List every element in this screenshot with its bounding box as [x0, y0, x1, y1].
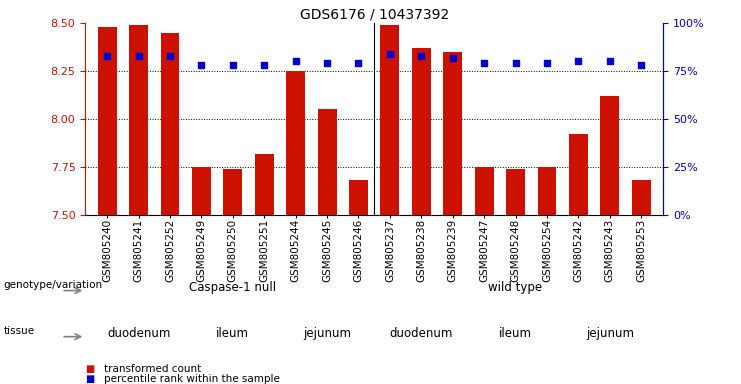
Point [196, 62, 207, 68]
Bar [318, 109, 336, 215]
Text: transformed count: transformed count [104, 364, 201, 374]
Bar [98, 27, 116, 215]
Text: genotype/variation: genotype/variation [4, 280, 103, 290]
Point [635, 62, 647, 68]
Bar [380, 25, 399, 215]
Point [102, 53, 113, 59]
Text: duodenum: duodenum [107, 327, 170, 339]
Point [510, 60, 522, 66]
Bar [412, 48, 431, 215]
Text: Caspase-1 null: Caspase-1 null [189, 281, 276, 293]
Bar [224, 169, 242, 215]
Bar [569, 134, 588, 215]
Bar [475, 167, 494, 215]
Bar [443, 52, 462, 215]
Point [321, 60, 333, 66]
Point [133, 53, 144, 59]
Point [259, 62, 270, 68]
Point [416, 53, 428, 59]
Bar [632, 180, 651, 215]
Point [384, 51, 396, 57]
Text: ileum: ileum [216, 327, 250, 339]
Text: tissue: tissue [4, 326, 35, 336]
Point [227, 62, 239, 68]
Point [290, 58, 302, 65]
Point [447, 55, 459, 61]
Bar [255, 154, 273, 215]
Bar [600, 96, 619, 215]
Bar [537, 167, 556, 215]
Bar [506, 169, 525, 215]
Point [604, 58, 616, 65]
Point [478, 60, 490, 66]
Text: duodenum: duodenum [390, 327, 453, 339]
Text: percentile rank within the sample: percentile rank within the sample [104, 374, 279, 384]
Text: ileum: ileum [499, 327, 532, 339]
Text: ■: ■ [85, 374, 94, 384]
Point [353, 60, 365, 66]
Point [573, 58, 585, 65]
Text: jejunum: jejunum [303, 327, 351, 339]
Point [541, 60, 553, 66]
Text: jejunum: jejunum [586, 327, 634, 339]
Point [164, 53, 176, 59]
Title: GDS6176 / 10437392: GDS6176 / 10437392 [299, 8, 449, 22]
Bar [161, 33, 179, 215]
Bar [129, 25, 148, 215]
Bar [286, 71, 305, 215]
Bar [192, 167, 211, 215]
Text: wild type: wild type [488, 281, 542, 293]
Bar [349, 180, 368, 215]
Text: ■: ■ [85, 364, 94, 374]
